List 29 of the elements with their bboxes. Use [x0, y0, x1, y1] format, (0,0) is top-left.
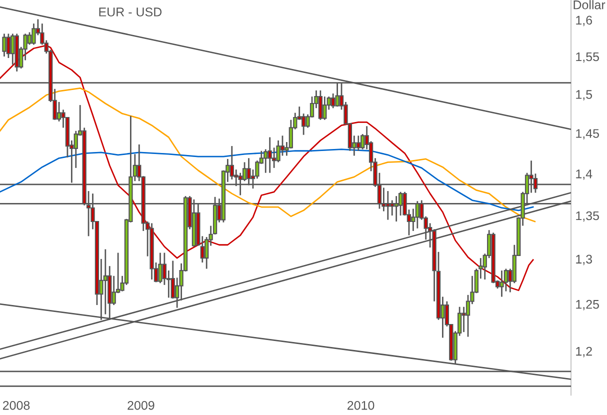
- x-tick-label: 2010: [348, 400, 374, 410]
- candlestick: [158, 252, 162, 284]
- x-tick-label: 2008: [2, 400, 30, 410]
- candlestick: [2, 33, 6, 58]
- candlestick: [27, 32, 32, 46]
- candlestick: [386, 190, 390, 220]
- candlestick: [318, 90, 323, 121]
- y-tick-label: 1,2: [576, 346, 592, 358]
- candlestick: [32, 22, 36, 46]
- line-series: [0, 87, 536, 222]
- y-tick-label: 1,35: [576, 211, 599, 222]
- candlestick: [322, 96, 327, 121]
- candlestick: [6, 33, 11, 59]
- candlestick: [331, 92, 336, 109]
- x-tick-label: 2009: [128, 400, 154, 410]
- chart-title: EUR - USD: [99, 8, 162, 16]
- y-tick-label: 1,6: [576, 16, 592, 26]
- candlestick: [500, 270, 504, 298]
- candlestick: [264, 148, 268, 174]
- y-tick-label: 1,45: [576, 129, 599, 140]
- y-tick-label: 1,55: [576, 52, 599, 63]
- y-tick-label: 1,3: [576, 254, 592, 266]
- y-tick-label: 1,4: [576, 170, 592, 180]
- candlestick: [10, 33, 15, 66]
- candlestick: [356, 134, 360, 152]
- candlestick: [268, 136, 272, 174]
- y-tick-label: 1,25: [576, 300, 599, 310]
- y-tick-label: 1,5: [576, 90, 592, 100]
- y-axis-title: Dollar: [574, 0, 606, 10]
